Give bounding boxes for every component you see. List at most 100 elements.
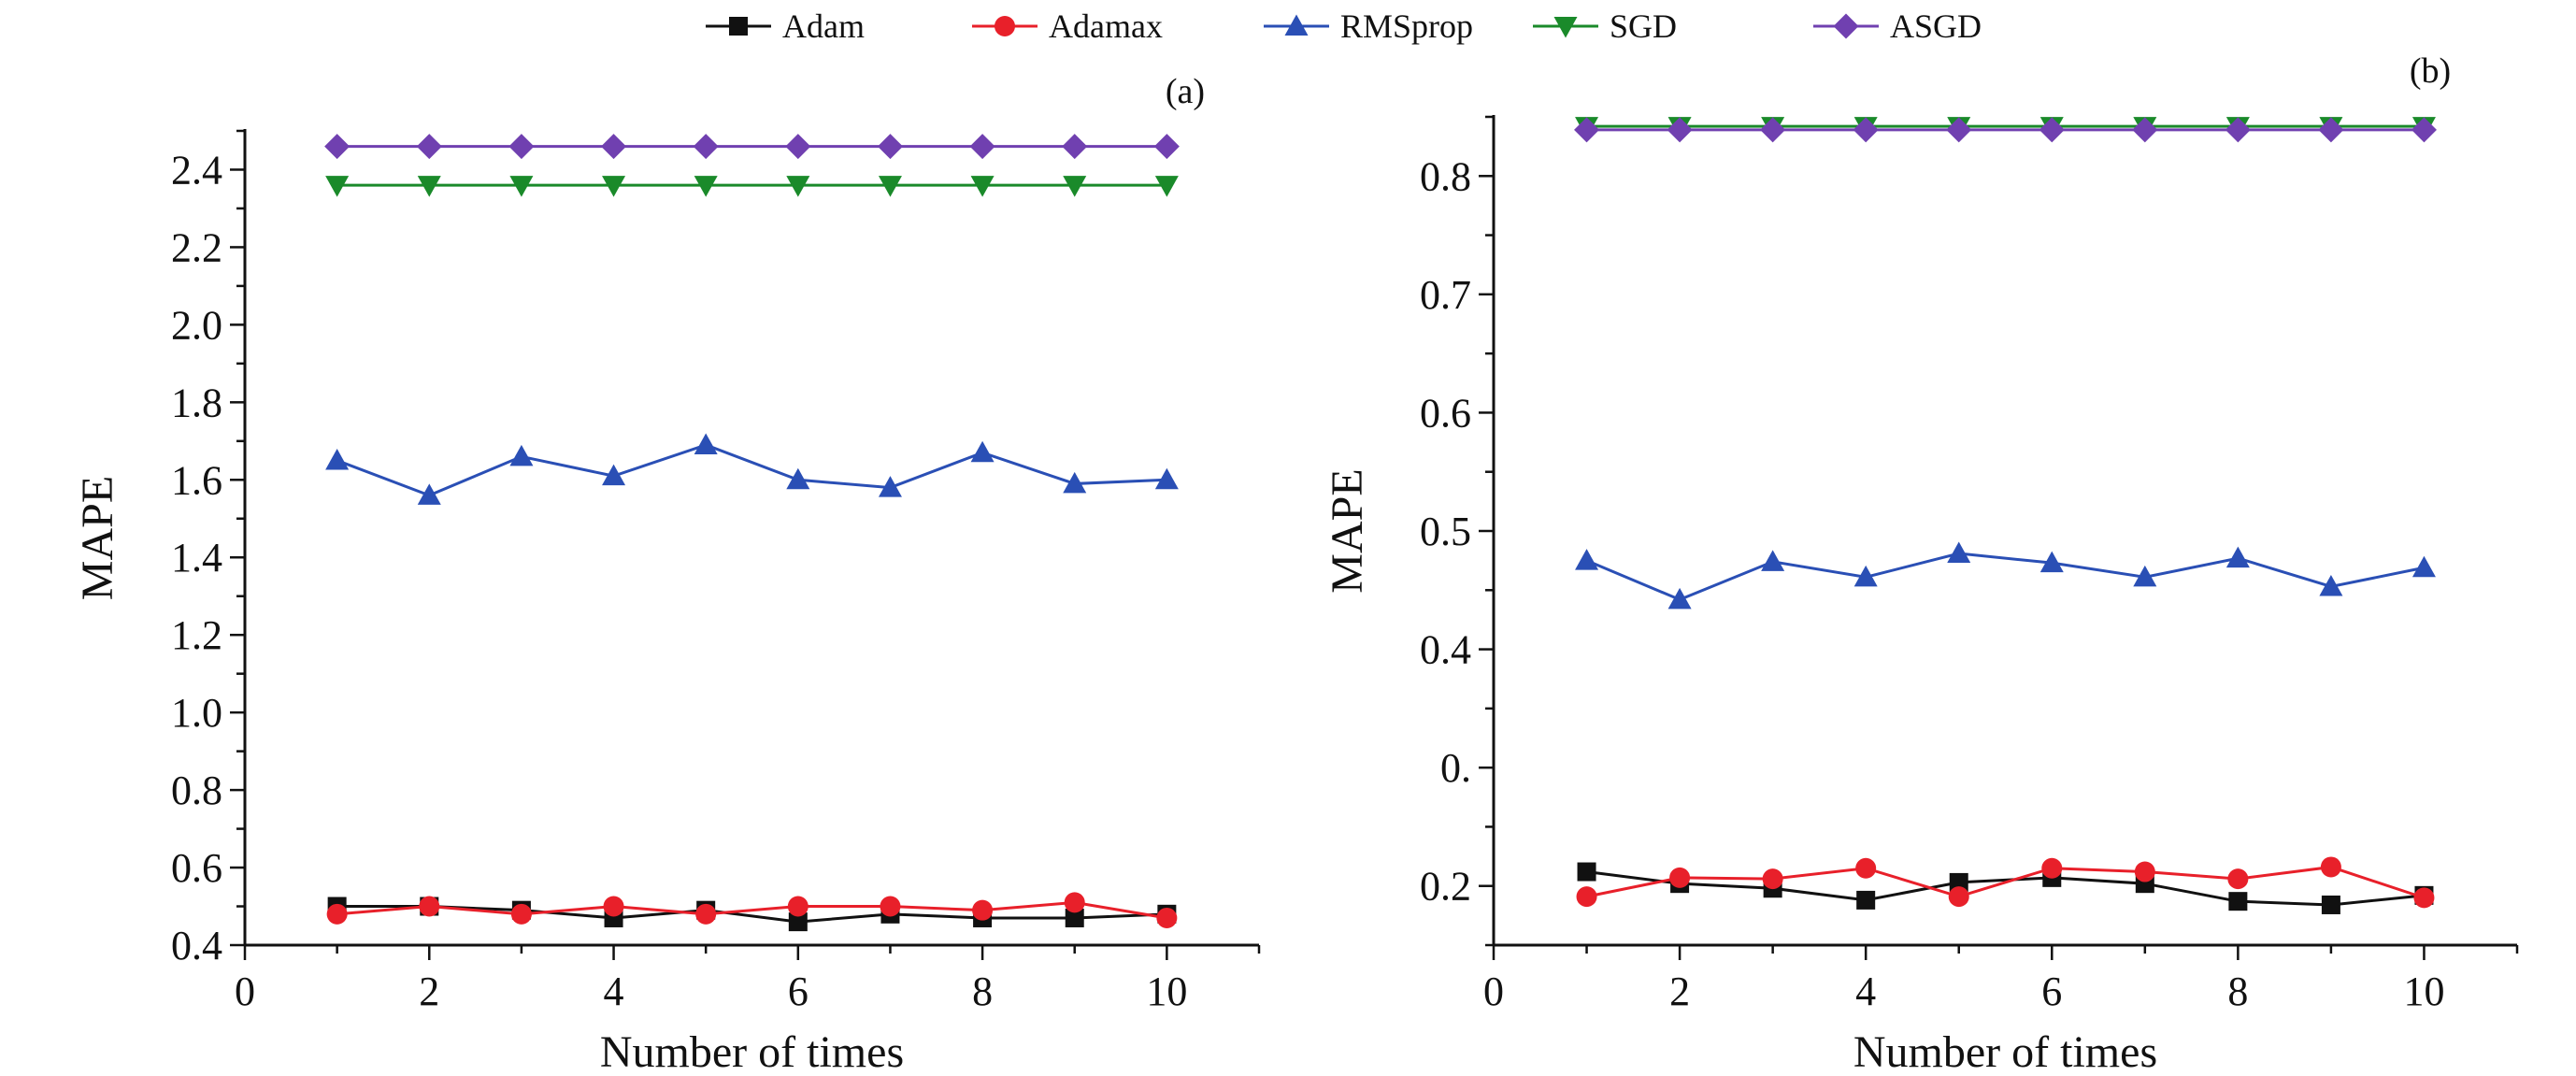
series-asgd [324,134,1180,160]
data-point-adamax [510,903,532,925]
data-point-rmsprop [970,440,995,463]
data-point-rmsprop [417,483,441,505]
series-line-adamax [1586,865,2425,899]
data-point-adamax [972,899,994,921]
y-tick-label: 1.2 [171,612,222,658]
x-tick-label: 8 [2227,968,2248,1014]
data-point-asgd [2318,117,2344,143]
x-tick-label: 2 [1669,968,1690,1014]
x-tick-label: 10 [2403,968,2444,1014]
x-tick-label: 0 [235,968,255,1014]
x-tick-label: 4 [1855,968,1876,1014]
data-point-asgd [1574,117,1600,143]
y-tick-label: 0.2 [1420,864,1471,910]
data-point-asgd [1667,117,1693,143]
data-point-rmsprop [1154,467,1179,490]
series-line-rmsprop [1585,552,2425,602]
data-point-sgd [417,176,441,197]
data-point-adamax [695,903,717,925]
data-point-asgd [693,134,719,160]
data-point-rmsprop [2225,546,2250,568]
legend-label-asgd: ASGD [1890,7,1982,45]
data-point-asgd [785,134,811,160]
data-point-adamax [880,896,901,917]
y-tick-label: 1.6 [171,457,222,503]
data-point-asgd [969,134,995,160]
chart-panel-a: 0 2 4 6 8 10 0.4 0.6 0.8 1.0 1.2 1.4 1.6 1.8 2.0 2.2 2.4… [73,72,1261,1076]
series-adamax [1576,856,2435,909]
data-point-adamax [1855,857,1877,879]
y-tick-label: 0.8 [1420,153,1471,199]
series-line-adam [336,905,1167,924]
legend-marker-adam [729,17,748,36]
y-axis-label: MAPE [73,476,122,600]
series-rmsprop [325,433,1179,505]
legend-item-asgd: ASGD [1813,7,1982,45]
legend: Adam Adamax RMSprop SGD ASGD [706,7,1982,45]
legend-marker-rmsprop [1284,14,1309,36]
data-point-sgd [694,176,718,197]
data-point-adamax [1948,886,1969,908]
legend-item-adam: Adam [706,7,865,45]
legend-marker-sgd [1553,17,1578,38]
y-tick-label: 0.5 [1420,509,1471,554]
x-tick-label: 6 [2041,968,2062,1014]
y-tick-label: 0.8 [171,768,222,813]
data-point-rmsprop [878,476,902,497]
data-point-sgd [602,176,626,197]
data-point-asgd [601,134,627,160]
series-line-adam [1586,870,2425,907]
data-point-rmsprop [786,467,810,490]
data-point-rmsprop [1063,471,1087,494]
data-point-sgd [786,176,810,197]
data-point-rmsprop [2411,555,2436,578]
data-point-adamax [2227,868,2249,890]
series-line-adamax [336,900,1167,920]
y-tick-label: 1.4 [171,535,222,581]
data-point-rmsprop [509,444,534,466]
y-tick-label: 2.4 [171,147,222,193]
data-point-adamax [603,896,624,917]
legend-item-rmsprop: RMSprop [1264,7,1473,45]
data-point-rmsprop [1761,550,1785,571]
chart-panel-b: 0 2 4 6 8 10 0.2 0. 0.4 0.5 0.6 0.7 0.8 Number of tim… [1323,51,2519,1076]
data-point-sgd [509,176,534,197]
data-point-adam [2228,892,2248,911]
data-point-asgd [2039,117,2065,143]
data-point-rmsprop [2039,551,2064,573]
data-point-adamax [326,903,348,925]
series-asgd [1574,117,2437,143]
data-point-adam [1065,908,1084,927]
x-tick-label: 8 [972,968,993,1014]
data-point-asgd [324,134,351,160]
x-tick-label: 10 [1146,968,1187,1014]
y-tick-label: 2.0 [171,302,222,348]
data-point-rmsprop [325,449,350,470]
data-point-sgd [325,176,350,197]
data-point-adamax [1576,886,1597,908]
legend-label-adamax: Adamax [1049,7,1163,45]
legend-marker-adamax [995,16,1015,36]
data-point-rmsprop [1947,541,1971,564]
data-point-adam [1856,890,1876,910]
legend-label-rmsprop: RMSprop [1340,7,1473,45]
data-point-adam [788,912,808,932]
data-point-adamax [419,896,440,917]
data-point-adam [1577,862,1596,882]
data-point-adamax [2320,856,2341,878]
data-point-sgd [1063,176,1087,197]
data-point-asgd [1946,117,1972,143]
y-tick-label: 2.2 [171,224,222,270]
y-tick-label: 0.6 [171,845,222,891]
panel-label: (b) [2410,51,2451,91]
x-tick-label: 6 [788,968,809,1014]
data-point-asgd [1062,134,1088,160]
legend-item-adamax: Adamax [972,7,1163,45]
y-axis-label: MAPE [1323,468,1372,593]
data-point-asgd [508,134,535,160]
x-tick-label: 4 [604,968,624,1014]
data-point-rmsprop [2133,565,2157,587]
series-sgd [325,176,1179,197]
x-axis-label: Number of times [600,1027,904,1076]
